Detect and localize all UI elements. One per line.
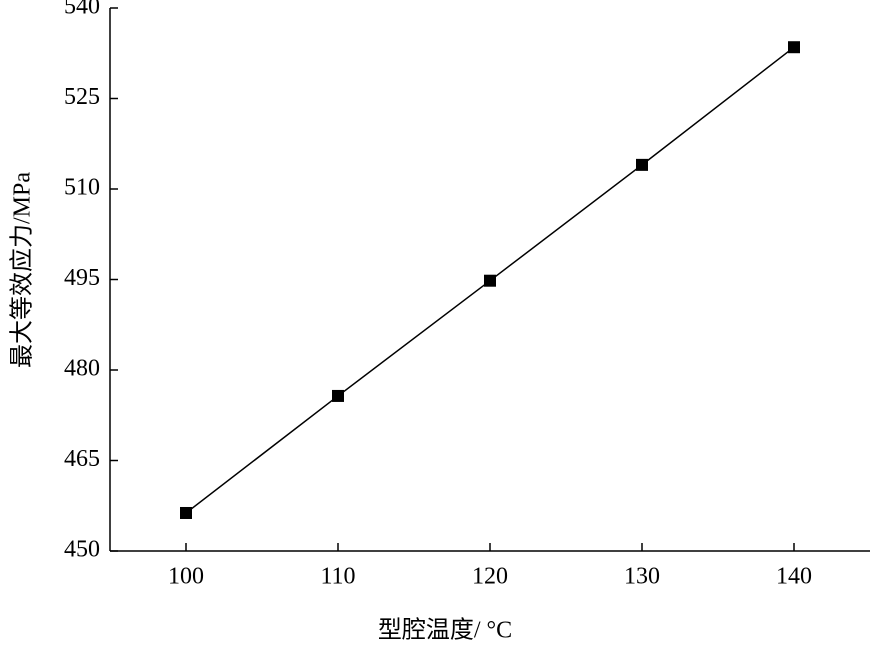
y-tick-label: 465 xyxy=(64,446,100,472)
y-tick-label: 495 xyxy=(64,265,100,291)
x-axis-label: 型腔温度/ °C xyxy=(378,617,512,644)
x-tick-label: 110 xyxy=(320,564,355,590)
y-tick-label: 450 xyxy=(64,537,100,563)
y-tick-label: 525 xyxy=(64,84,100,110)
x-tick-label: 100 xyxy=(168,564,204,590)
x-tick-label: 120 xyxy=(472,564,508,590)
y-tick-label: 540 xyxy=(64,0,100,20)
y-tick-label: 510 xyxy=(64,175,100,201)
marker xyxy=(484,274,496,287)
marker xyxy=(636,158,648,171)
x-tick-label: 130 xyxy=(624,564,660,590)
y-tick-label: 480 xyxy=(64,356,100,382)
x-tick-label: 140 xyxy=(776,564,812,590)
marker xyxy=(788,41,800,54)
y-axis-label: 最大等效应力/MPa xyxy=(9,172,36,368)
marker xyxy=(332,389,344,402)
marker xyxy=(180,506,192,519)
